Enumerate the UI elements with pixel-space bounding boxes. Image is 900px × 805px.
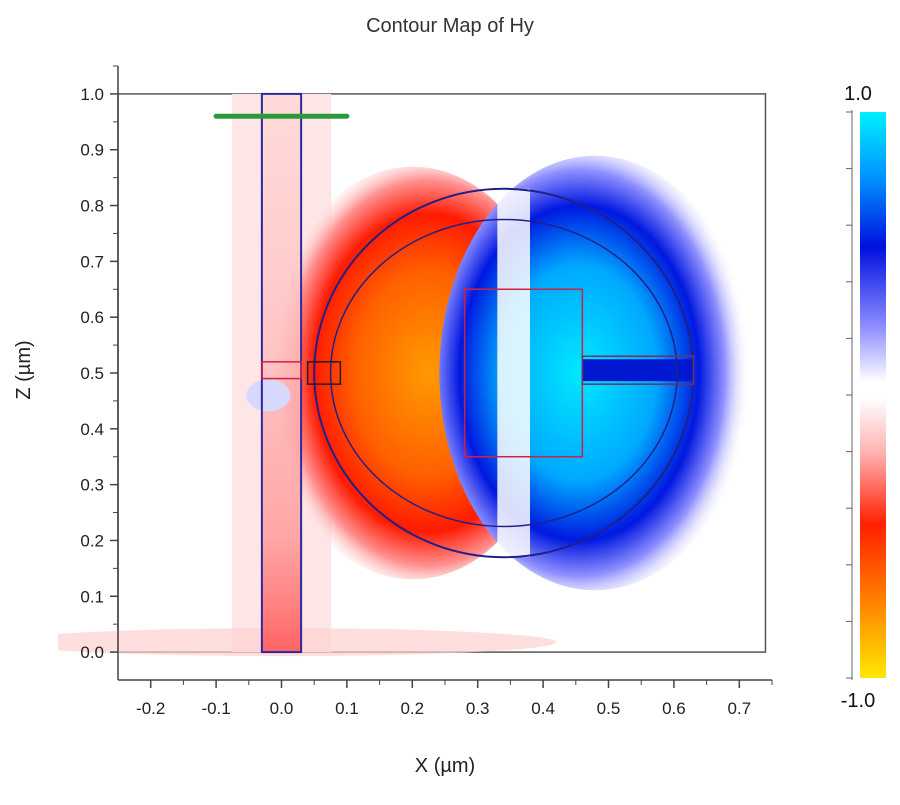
x-axis-ticks: -0.2 -0.1 0.0 0.1 0.2 0.3 0.4 0.5 0.6 0.7 — [136, 680, 773, 718]
x-tick-label: 0.2 — [400, 699, 424, 718]
x-tick-label: 0.0 — [270, 699, 294, 718]
y-tick-label: 0.7 — [80, 252, 104, 271]
waveguide-base-field — [58, 628, 557, 657]
y-axis-label: Z (µm) — [13, 340, 35, 399]
y-tick-label: 0.2 — [80, 531, 104, 550]
field-layer — [58, 93, 751, 657]
x-tick-label: 0.3 — [466, 699, 490, 718]
colorbar: 1.0 -1.0 — [841, 83, 886, 712]
x-tick-label: 0.1 — [335, 699, 359, 718]
waveguide-field — [261, 93, 302, 653]
colorbar-max-label: 1.0 — [844, 83, 872, 105]
y-tick-label: 0.8 — [80, 197, 104, 216]
x-axis-label: X (µm) — [415, 755, 475, 777]
ring-inner-outline — [329, 218, 678, 528]
y-tick-label: 0.5 — [80, 364, 104, 383]
y-tick-label: 0.6 — [80, 308, 104, 327]
arm-box-outline — [581, 355, 695, 385]
y-tick-label: 0.0 — [80, 643, 104, 662]
device-structures — [213, 92, 695, 654]
y-tick-label: 0.3 — [80, 476, 104, 495]
y-tick-label: 0.4 — [80, 420, 104, 439]
x-tick-label: -0.1 — [201, 699, 230, 718]
colorbar-ticks — [846, 111, 852, 679]
x-tick-label: 0.4 — [531, 699, 555, 718]
x-tick-label: 0.5 — [597, 699, 621, 718]
gap-box-outline — [261, 361, 302, 380]
x-tick-label: -0.2 — [136, 699, 165, 718]
center-field-null — [497, 188, 531, 558]
y-axis-ticks: 0.0 0.1 0.2 0.3 0.4 0.5 0.6 0.7 0.8 0.9 1.0 — [80, 65, 118, 662]
ring-arm-field — [582, 359, 694, 382]
y-tick-label: 0.9 — [80, 141, 104, 160]
coupler-box-outline — [306, 361, 342, 385]
axes: -0.2 -0.1 0.0 0.1 0.2 0.3 0.4 0.5 0.6 0.7 0.00.10… — [80, 65, 773, 718]
y-tick-label: 1.0 — [80, 85, 104, 104]
x-tick-label: 0.7 — [727, 699, 751, 718]
chart-title: Contour Map of Hy — [366, 15, 534, 37]
colorbar-negative-to-zero — [860, 112, 886, 382]
waveguide-coupling-spot — [246, 379, 291, 412]
colorbar-zero-to-positive — [860, 398, 886, 678]
colorbar-min-label: -1.0 — [841, 690, 875, 712]
x-tick-label: 0.6 — [662, 699, 686, 718]
y-tick-label: 0.1 — [80, 587, 104, 606]
